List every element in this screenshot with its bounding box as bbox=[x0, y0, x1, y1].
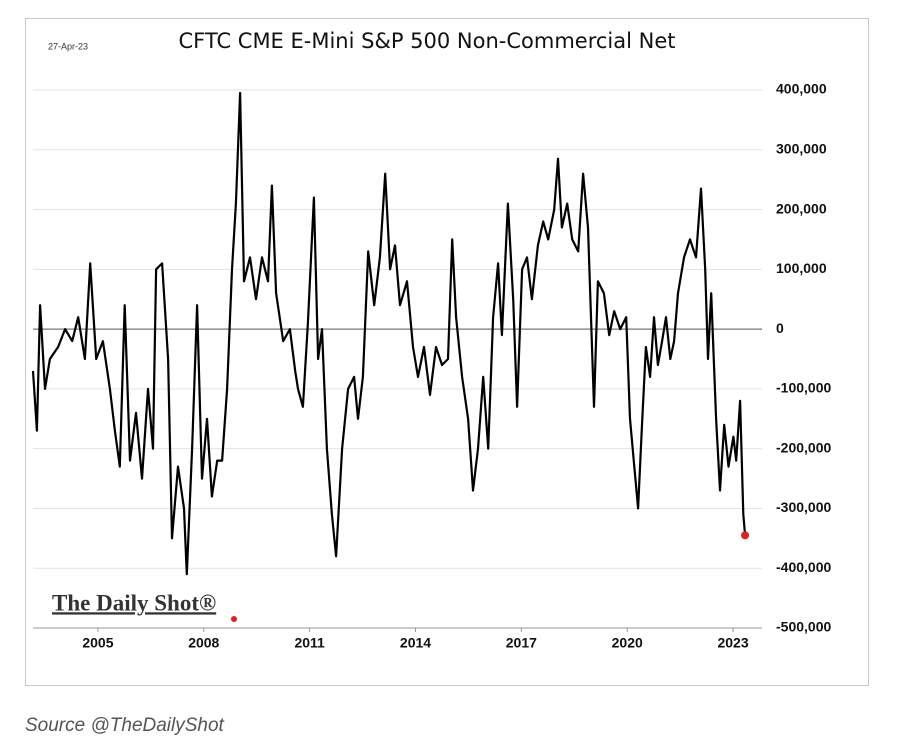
x-tick-label: 2017 bbox=[506, 635, 537, 651]
x-tick-label: 2020 bbox=[612, 635, 643, 651]
y-tick-label: -400,000 bbox=[776, 559, 831, 575]
watermark: The Daily Shot® bbox=[52, 590, 216, 615]
y-tick-label: -200,000 bbox=[776, 439, 831, 455]
date-note: 27-Apr-23 bbox=[48, 41, 88, 51]
y-tick-label: -500,000 bbox=[776, 619, 831, 635]
y-tick-label: 300,000 bbox=[776, 140, 827, 156]
y-tick-label: 0 bbox=[776, 320, 784, 336]
x-tick-label: 2011 bbox=[294, 635, 325, 651]
chart-frame bbox=[25, 18, 869, 686]
source: Source @TheDailyShot bbox=[25, 715, 225, 736]
end-marker bbox=[741, 531, 750, 540]
y-tick-label: 100,000 bbox=[776, 260, 827, 276]
y-tick-label: 200,000 bbox=[776, 200, 827, 216]
x-tick-label: 2008 bbox=[188, 635, 219, 651]
x-tick-label: 2005 bbox=[82, 635, 113, 651]
y-tick-label: 400,000 bbox=[776, 81, 827, 97]
y-tick-label: -100,000 bbox=[776, 380, 831, 396]
chart-title: CFTC CME E-Mini S&P 500 Non-Commercial N… bbox=[178, 29, 675, 53]
plot-area: -500,000 -400,000 -300,000 -200,000 -100,000… bbox=[31, 81, 831, 651]
y-tick-label: -300,000 bbox=[776, 499, 831, 515]
x-tick-label: 2023 bbox=[717, 635, 748, 651]
series-line bbox=[31, 91, 747, 576]
x-tick-label: 2014 bbox=[400, 635, 431, 651]
logo-dot bbox=[231, 616, 237, 622]
